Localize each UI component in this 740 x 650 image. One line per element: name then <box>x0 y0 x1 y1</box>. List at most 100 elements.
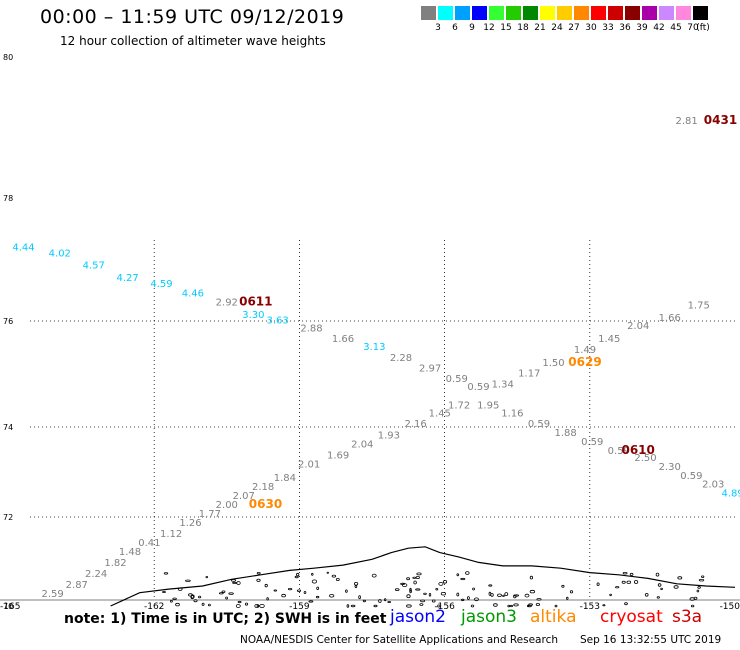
colorbar-swatch <box>591 6 606 20</box>
satellite-pass-times: 0431 0611 0629 0610 0630 <box>239 113 737 511</box>
lake-outline <box>431 599 436 603</box>
lake-outline <box>335 578 340 582</box>
wave-height-value: 1.66 <box>332 334 354 345</box>
lake-outline <box>566 596 569 600</box>
lake-outline <box>415 588 421 591</box>
lake-outline <box>420 599 426 603</box>
wave-height-value: 2.03 <box>702 480 724 491</box>
lake-outline <box>326 571 330 574</box>
lake-outline <box>466 596 470 600</box>
lake-outline <box>690 604 695 608</box>
colorbar-label: 12 <box>483 23 495 33</box>
wave-height-value: 2.16 <box>404 419 426 430</box>
lake-outline <box>536 597 542 601</box>
lake-outline <box>406 594 411 599</box>
wave-height-value: 0.59 <box>446 374 468 385</box>
colorbar-label: 6 <box>452 23 458 33</box>
wave-height-value: 2.00 <box>216 500 238 511</box>
longitude-tick-label: -159 <box>289 602 310 612</box>
wave-height-value: 3.63 <box>266 316 288 327</box>
wave-height-value: 2.28 <box>390 353 412 364</box>
lake-outline <box>629 572 634 576</box>
lake-outline <box>419 603 424 606</box>
latitude-tick-label: 80 <box>3 53 13 62</box>
lake-outline <box>656 596 660 599</box>
lake-outline <box>193 599 198 603</box>
lake-outline <box>622 572 628 575</box>
wave-height-value: 1.50 <box>542 358 564 369</box>
wave-height-value: 2.30 <box>659 462 681 473</box>
lake-outline <box>529 575 534 580</box>
longitude-tick-label: -150 <box>720 602 740 612</box>
wave-height-value: 1.93 <box>378 430 400 441</box>
lake-outline <box>244 602 249 606</box>
wave-height-value: 4.59 <box>150 279 172 290</box>
lake-outline <box>673 585 679 589</box>
lake-outline <box>177 587 183 591</box>
lake-outline <box>488 591 492 596</box>
lake-outline <box>615 586 620 589</box>
map-subtitle: 12 hour collection of altimeter wave hei… <box>60 34 326 48</box>
lake-outline <box>609 593 612 597</box>
latitude-tick-label: 74 <box>3 423 13 432</box>
pass-time-label: 0610 <box>621 443 654 457</box>
colorbar-swatch <box>455 6 470 20</box>
wave-height-value: 1.69 <box>327 451 349 462</box>
lake-outline <box>528 603 533 606</box>
wave-height-value: 3.13 <box>363 342 385 353</box>
colorbar-label: 21 <box>534 23 546 33</box>
wave-height-value: 1.75 <box>688 301 710 312</box>
lake-outline <box>633 580 639 584</box>
lake-outline <box>440 592 446 596</box>
lake-outline <box>354 585 358 588</box>
lake-outline <box>504 592 509 596</box>
wave-height-value: 2.59 <box>41 589 63 600</box>
wave-height-value: 4.27 <box>116 273 138 284</box>
wave-height-value: 1.95 <box>477 401 499 412</box>
colorbar-unit: (ft) <box>696 23 710 33</box>
lake-outline <box>350 604 356 608</box>
wave-height-value: 1.45 <box>429 408 451 419</box>
wave-height-value: 1.82 <box>104 558 126 569</box>
wave-height-value: 2.18 <box>252 482 274 493</box>
latitude-tick-label: 78 <box>3 194 13 203</box>
latitude-tick-label: 72 <box>3 513 13 522</box>
lake-outline <box>266 597 269 601</box>
wave-height-value: 1.77 <box>199 509 221 520</box>
lake-outline <box>406 577 411 581</box>
wave-height-value: 0.59 <box>467 382 489 393</box>
lake-outline <box>526 604 530 608</box>
wave-height-value: 1.12 <box>160 529 182 540</box>
lake-outline <box>198 595 202 599</box>
lake-outline <box>488 584 493 587</box>
wave-height-value: 2.07 <box>233 491 255 502</box>
lake-outline <box>513 603 519 607</box>
colorbar-swatch <box>472 6 487 20</box>
lake-outline <box>163 572 169 575</box>
wave-height-value: 2.87 <box>66 580 88 591</box>
satellite-legend-jason3: jason3 <box>461 607 517 627</box>
lake-outline <box>437 604 441 608</box>
longitude-tick-label: -165 <box>0 602 20 612</box>
lake-outline <box>660 587 663 591</box>
lake-outline <box>358 595 361 600</box>
wave-height-value: 1.49 <box>574 345 596 356</box>
lake-outline <box>472 587 476 591</box>
lake-outline <box>256 578 261 582</box>
colorbar-label: 70 <box>687 23 699 33</box>
wave-height-value: 2.01 <box>298 460 320 471</box>
lake-outline <box>626 580 632 584</box>
colorbar-swatch <box>438 6 453 20</box>
coastline-path <box>110 546 736 607</box>
lake-outline <box>554 604 558 608</box>
lake-outline <box>456 592 460 597</box>
lake-outline <box>294 575 299 579</box>
wave-height-value: 2.88 <box>300 324 322 335</box>
colorbar-label: 27 <box>568 23 580 33</box>
wave-height-observations: 2.81 4.44 4.02 4.57 4.27 4.59 4.46 2.92 3.303.63… <box>12 116 740 600</box>
colorbar-label: 39 <box>636 23 648 33</box>
lake-outline <box>561 584 565 588</box>
wave-height-value: 1.48 <box>119 547 141 558</box>
lake-outline <box>529 589 536 594</box>
colorbar-swatch <box>642 6 657 20</box>
